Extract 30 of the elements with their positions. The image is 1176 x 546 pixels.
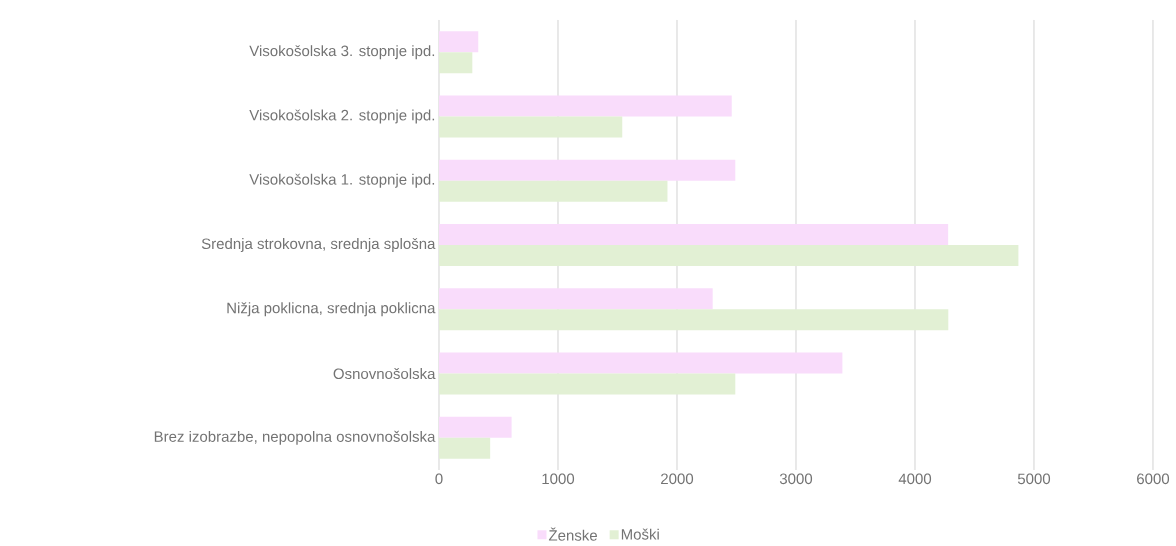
bar bbox=[439, 373, 736, 395]
legend-label: Moški bbox=[621, 528, 659, 540]
bar bbox=[439, 309, 949, 331]
bar bbox=[439, 31, 479, 53]
bar bbox=[439, 244, 1019, 266]
bar bbox=[439, 416, 512, 438]
bar bbox=[439, 116, 623, 138]
bar bbox=[439, 159, 736, 181]
x-tick-label: 4000 bbox=[898, 473, 932, 485]
x-tick-label: 6000 bbox=[1137, 473, 1170, 485]
x-tick-label: 5000 bbox=[1017, 473, 1051, 485]
x-tick-label: 1000 bbox=[542, 473, 575, 485]
bar bbox=[439, 288, 713, 310]
y-tick-label: Visokošolska 1. stopnje ipd. bbox=[249, 173, 435, 188]
bar bbox=[439, 352, 843, 374]
y-tick-label: Nižja poklicna, srednja poklicna bbox=[227, 302, 436, 317]
bar bbox=[439, 223, 949, 245]
bar bbox=[439, 95, 732, 117]
y-tick-label: Visokošolska 2. stopnje ipd. bbox=[249, 109, 435, 124]
y-tick-label: Visokošolska 3. stopnje ipd. bbox=[249, 45, 435, 60]
y-tick-label: Srednja strokovna, srednja splošna bbox=[201, 237, 436, 252]
x-tick-label: 3000 bbox=[779, 473, 813, 485]
bar bbox=[439, 180, 668, 202]
bar bbox=[439, 52, 473, 74]
legend-label: Ženske bbox=[548, 527, 597, 541]
x-tick-label: 0 bbox=[435, 473, 443, 485]
bar bbox=[439, 437, 491, 459]
x-tick-label: 2000 bbox=[661, 473, 694, 485]
y-tick-label: Brez izobrazbe, nepopolna osnovnošolska bbox=[154, 430, 436, 445]
y-tick-label: Osnovnošolska bbox=[333, 368, 436, 380]
